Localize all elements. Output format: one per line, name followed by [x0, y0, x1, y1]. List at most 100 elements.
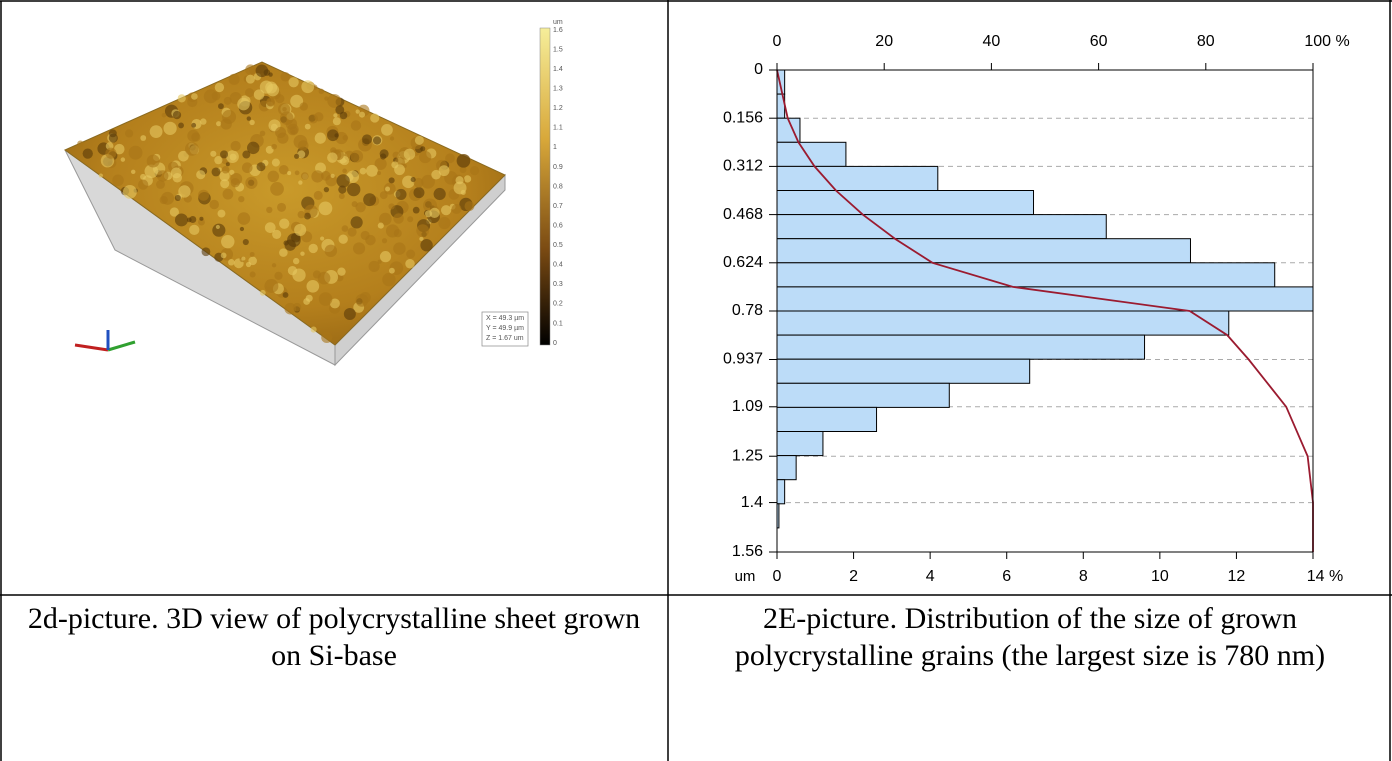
- surface-texture: [196, 170, 206, 180]
- surface-texture: [237, 97, 250, 111]
- surface-texture: [275, 126, 287, 138]
- bar: [776, 358, 1031, 384]
- surface-texture: [459, 166, 467, 174]
- surface-texture: [266, 98, 275, 107]
- surface-texture: [249, 271, 256, 278]
- x-tick-label: 12: [1228, 568, 1246, 585]
- surface-texture: [304, 123, 311, 130]
- surface-texture: [229, 153, 237, 161]
- surface-texture: [242, 150, 251, 159]
- surface-texture: [128, 145, 143, 160]
- surface-texture: [388, 177, 395, 184]
- surface-texture: [393, 242, 406, 255]
- y-tick-label: 0.156: [723, 109, 763, 126]
- surface-texture: [293, 134, 308, 149]
- surface-texture: [337, 267, 346, 276]
- colorbar-tick-label: 0.4: [553, 262, 563, 269]
- surface-texture: [342, 135, 349, 141]
- surface-texture: [149, 125, 163, 139]
- surface-texture: [308, 243, 318, 254]
- surface-texture: [318, 201, 333, 216]
- surface-texture: [350, 216, 363, 229]
- surface-texture: [406, 249, 416, 259]
- y-tick-label: 0.468: [723, 206, 763, 223]
- surface-texture: [359, 167, 367, 175]
- surface-texture: [352, 242, 366, 255]
- surface-texture: [363, 193, 377, 207]
- surface-texture: [280, 71, 291, 82]
- colorbar-tick-label: 1.2: [553, 105, 563, 112]
- x-tick-label: 4: [926, 568, 935, 585]
- surface-texture: [350, 120, 362, 131]
- surface-texture: [379, 212, 392, 226]
- surface-texture: [264, 279, 279, 293]
- surface-texture: [410, 177, 416, 183]
- surface-texture: [122, 184, 137, 199]
- surface-texture: [253, 89, 265, 100]
- surface-texture: [391, 161, 399, 169]
- surface-texture: [271, 158, 280, 167]
- surface-texture: [156, 170, 169, 182]
- surface-texture: [245, 176, 258, 189]
- surface-texture: [310, 326, 317, 333]
- surface-texture: [77, 140, 84, 147]
- surface-texture: [393, 213, 404, 224]
- surface-texture: [187, 129, 200, 142]
- surface-texture: [453, 181, 467, 195]
- surface-texture: [200, 118, 207, 125]
- surface-texture: [249, 119, 255, 126]
- surface-texture: [220, 252, 227, 259]
- surface-texture: [335, 105, 345, 115]
- surface-texture: [445, 153, 455, 164]
- bar: [776, 190, 1035, 216]
- bar: [776, 238, 1191, 264]
- y-tick-label: 1.4: [741, 494, 763, 511]
- surface-texture: [343, 307, 356, 320]
- surface-texture: [329, 298, 340, 309]
- surface-texture: [217, 209, 226, 218]
- surface-texture: [216, 121, 222, 127]
- surface-texture: [419, 236, 424, 242]
- surface-texture: [228, 258, 235, 266]
- surface-texture: [199, 216, 204, 221]
- surface-texture: [222, 188, 234, 200]
- surface-texture: [412, 206, 420, 214]
- surface-texture: [174, 213, 188, 227]
- surface-texture: [311, 170, 324, 183]
- surface-texture: [238, 195, 245, 203]
- surface-texture: [306, 279, 320, 293]
- surface-texture: [294, 170, 300, 176]
- surface-texture: [338, 234, 348, 244]
- surface-texture: [223, 96, 232, 105]
- surface-texture: [237, 212, 251, 225]
- surface-texture: [239, 226, 245, 232]
- surface-texture: [370, 113, 380, 123]
- bar: [776, 431, 824, 457]
- surface-texture: [161, 112, 167, 118]
- surface-texture: [336, 274, 344, 282]
- surface-texture: [220, 150, 229, 159]
- surface-texture: [277, 103, 291, 116]
- surface-texture: [366, 164, 378, 177]
- surface-texture: [210, 150, 217, 157]
- colorbar-tick-label: 0.9: [553, 164, 563, 171]
- surface-texture: [301, 80, 315, 94]
- surface-texture: [209, 199, 219, 210]
- surface-texture: [395, 188, 407, 200]
- surface-texture: [268, 72, 273, 77]
- dimension-label: X = 49.3 µm: [486, 315, 524, 322]
- surface-texture: [320, 236, 325, 241]
- surface-texture: [159, 195, 168, 205]
- bar: [776, 165, 939, 191]
- surface-texture: [256, 162, 266, 172]
- y-tick-label: 1.25: [732, 447, 763, 464]
- surface-texture: [421, 174, 435, 189]
- surface-texture: [330, 173, 335, 179]
- x-tick-label: 0: [773, 568, 782, 585]
- surface-texture: [327, 152, 338, 163]
- bar: [776, 382, 950, 408]
- surface-texture: [178, 122, 184, 129]
- surface-texture: [219, 170, 230, 182]
- surface-texture: [292, 302, 302, 312]
